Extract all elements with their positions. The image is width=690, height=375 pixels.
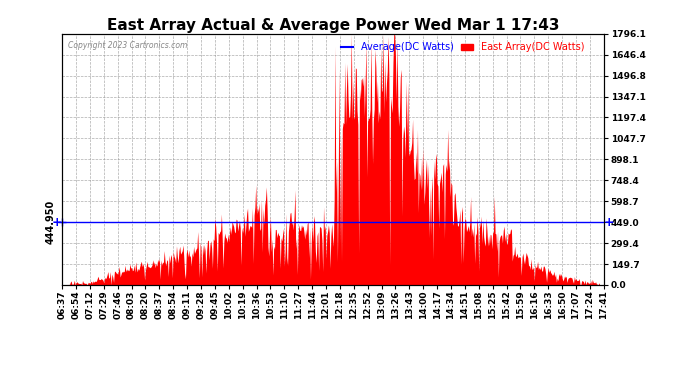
Legend: Average(DC Watts), East Array(DC Watts): Average(DC Watts), East Array(DC Watts) bbox=[337, 39, 588, 56]
Text: +: + bbox=[52, 216, 62, 229]
Title: East Array Actual & Average Power Wed Mar 1 17:43: East Array Actual & Average Power Wed Ma… bbox=[107, 18, 559, 33]
Text: Copyright 2023 Cartronics.com: Copyright 2023 Cartronics.com bbox=[68, 41, 187, 50]
Text: +: + bbox=[604, 216, 614, 229]
